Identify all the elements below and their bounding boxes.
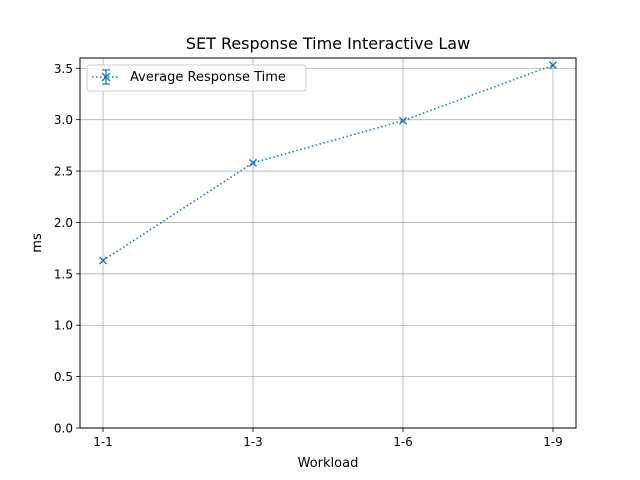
x-tick-label: 1-6 (393, 435, 413, 449)
legend-marker-x (101, 72, 111, 82)
y-tick-label: 2.0 (54, 216, 73, 230)
data-point-marker (249, 158, 257, 167)
series (99, 61, 557, 265)
data-point-marker (549, 61, 557, 70)
legend: Average Response Time (86, 64, 307, 92)
plot-frame (79, 57, 577, 429)
y-tick-label: 0.0 (54, 422, 73, 436)
legend-box (86, 64, 307, 92)
y-tick-label: 3.0 (54, 113, 73, 127)
ticks: 0.0 0.5 1.0 1.5 2.0 2.5 3.0 3.5 1-1 1-3 1-6 1-9 (54, 62, 563, 449)
legend-label: Average Response Time (130, 70, 286, 85)
plot-background (80, 58, 576, 428)
data-point-marker (99, 256, 107, 265)
grid (80, 58, 576, 429)
y-axis-label: ms (30, 233, 45, 253)
data-point-marker (399, 116, 407, 125)
x-tick-label: 1-3 (243, 435, 263, 449)
x-axis-label: Workload (298, 456, 359, 471)
y-tick-label: 3.5 (54, 62, 73, 76)
x-tick-label: 1-1 (93, 435, 113, 449)
y-tick-label: 1.0 (54, 319, 73, 333)
chart-title: SET Response Time Interactive Law (186, 34, 470, 53)
y-tick-label: 0.5 (54, 370, 73, 384)
x-tick-label: 1-9 (543, 435, 563, 449)
y-tick-label: 1.5 (54, 267, 73, 281)
y-tick-label: 2.5 (54, 165, 73, 179)
series-line (102, 64, 554, 262)
